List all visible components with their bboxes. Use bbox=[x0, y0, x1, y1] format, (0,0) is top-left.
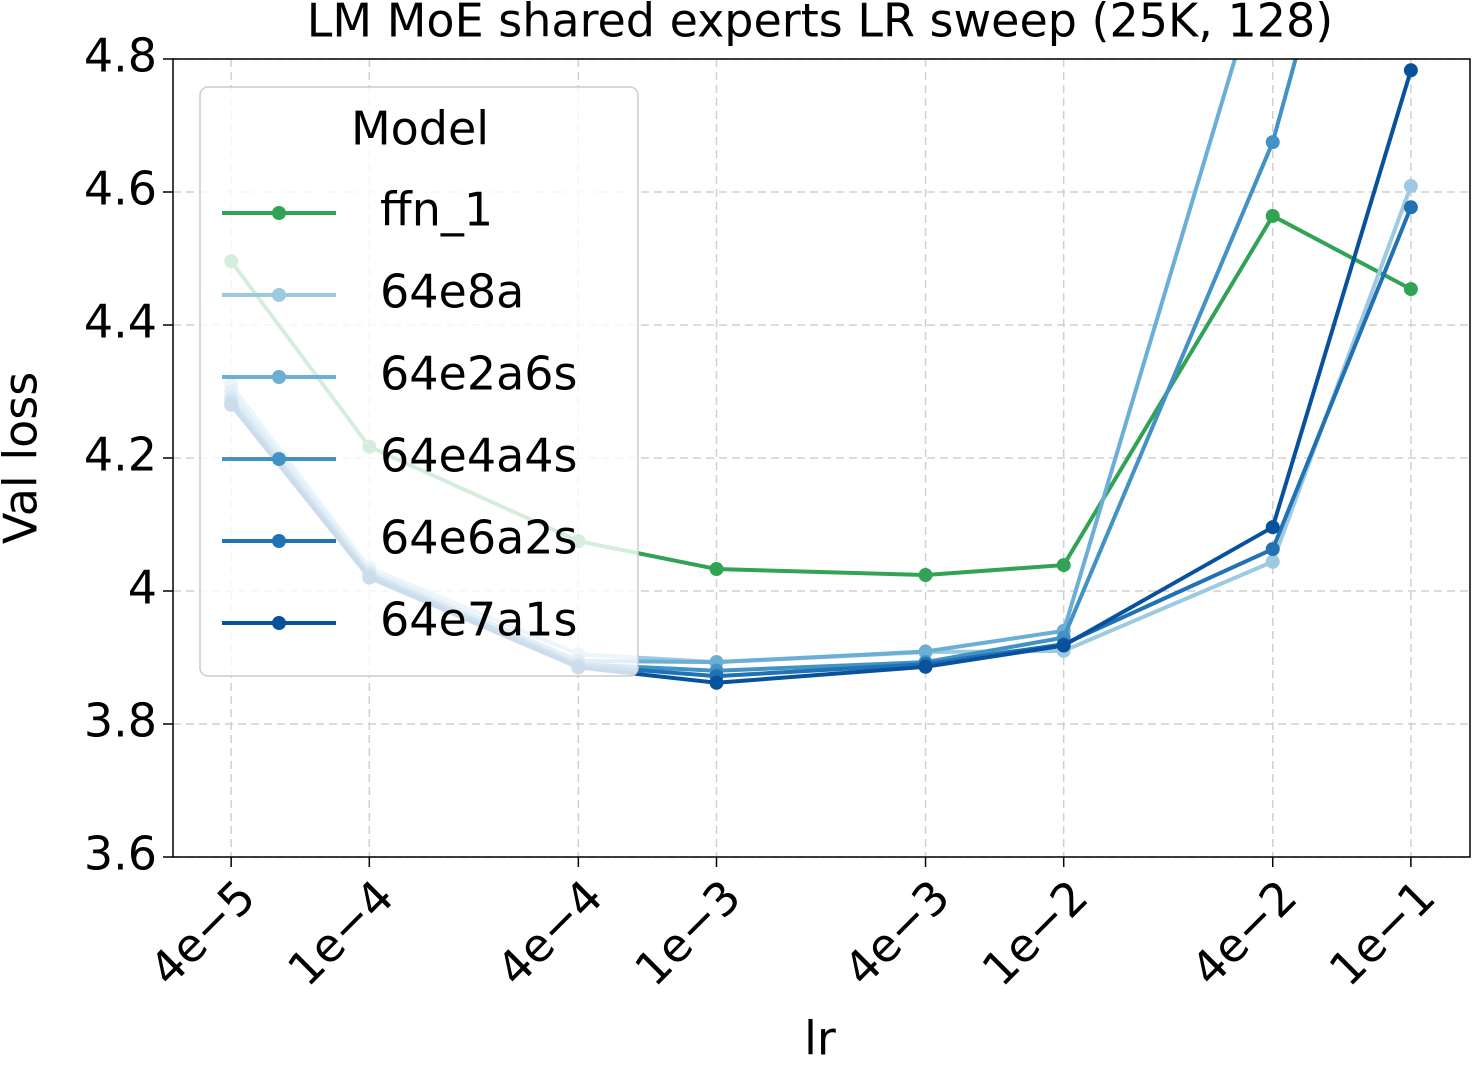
legend-label: 64e8a bbox=[380, 265, 524, 319]
y-tick-label: 4.6 bbox=[84, 162, 157, 216]
data-point bbox=[1265, 208, 1280, 223]
legend-marker bbox=[272, 370, 286, 384]
y-tick-label: 3.8 bbox=[84, 694, 157, 748]
legend: Model ffn_1 64e8a 64e2a6s 64e4a4s 64e6a2s 64e7… bbox=[199, 86, 639, 677]
legend-marker bbox=[272, 534, 286, 548]
y-tick-label: 4.4 bbox=[84, 295, 157, 349]
data-point bbox=[1403, 200, 1418, 215]
x-tick-label: 4e−3 bbox=[833, 869, 960, 996]
legend-frame bbox=[199, 86, 639, 677]
x-tick-label: 1e−2 bbox=[971, 869, 1098, 996]
legend-marker bbox=[272, 288, 286, 302]
data-point bbox=[709, 562, 724, 577]
legend-marker bbox=[272, 206, 286, 220]
x-axis-label: lr bbox=[804, 1012, 836, 1066]
data-point bbox=[918, 568, 933, 583]
data-point bbox=[1056, 638, 1071, 653]
x-tick-label: 4e−2 bbox=[1180, 869, 1307, 996]
x-tick-label: 1e−3 bbox=[624, 869, 751, 996]
x-tick-label: 1e−4 bbox=[277, 869, 404, 996]
x-tick-label: 1e−1 bbox=[1319, 869, 1446, 996]
legend-label: 64e6a2s bbox=[380, 511, 578, 565]
data-point bbox=[1403, 179, 1418, 194]
data-point bbox=[1403, 282, 1418, 297]
legend-label: ffn_1 bbox=[380, 183, 493, 237]
legend-label: 64e7a1s bbox=[380, 593, 578, 647]
legend-label: 64e4a4s bbox=[380, 429, 578, 483]
data-point bbox=[918, 644, 933, 659]
y-axis-label: Val loss bbox=[0, 372, 48, 544]
y-tick-label: 3.6 bbox=[84, 827, 157, 881]
legend-marker bbox=[272, 616, 286, 630]
data-point bbox=[709, 675, 724, 690]
x-tick-label: 4e−5 bbox=[139, 869, 266, 996]
data-point bbox=[1056, 558, 1071, 573]
data-point bbox=[1403, 63, 1418, 78]
legend-marker bbox=[272, 452, 286, 466]
data-point bbox=[1265, 542, 1280, 557]
data-point bbox=[1265, 520, 1280, 535]
legend-title: Model bbox=[351, 102, 489, 156]
legend-label: 64e2a6s bbox=[380, 347, 578, 401]
data-point bbox=[1265, 135, 1280, 150]
y-tick-label: 4.8 bbox=[84, 29, 157, 83]
chart-title: LM MoE shared experts LR sweep (25K, 128… bbox=[307, 0, 1333, 48]
x-tick-label: 4e−4 bbox=[486, 869, 613, 996]
y-tick-label: 4.2 bbox=[84, 428, 157, 482]
data-point bbox=[918, 659, 933, 674]
y-tick-label: 4 bbox=[128, 561, 157, 615]
data-point bbox=[1265, 554, 1280, 569]
